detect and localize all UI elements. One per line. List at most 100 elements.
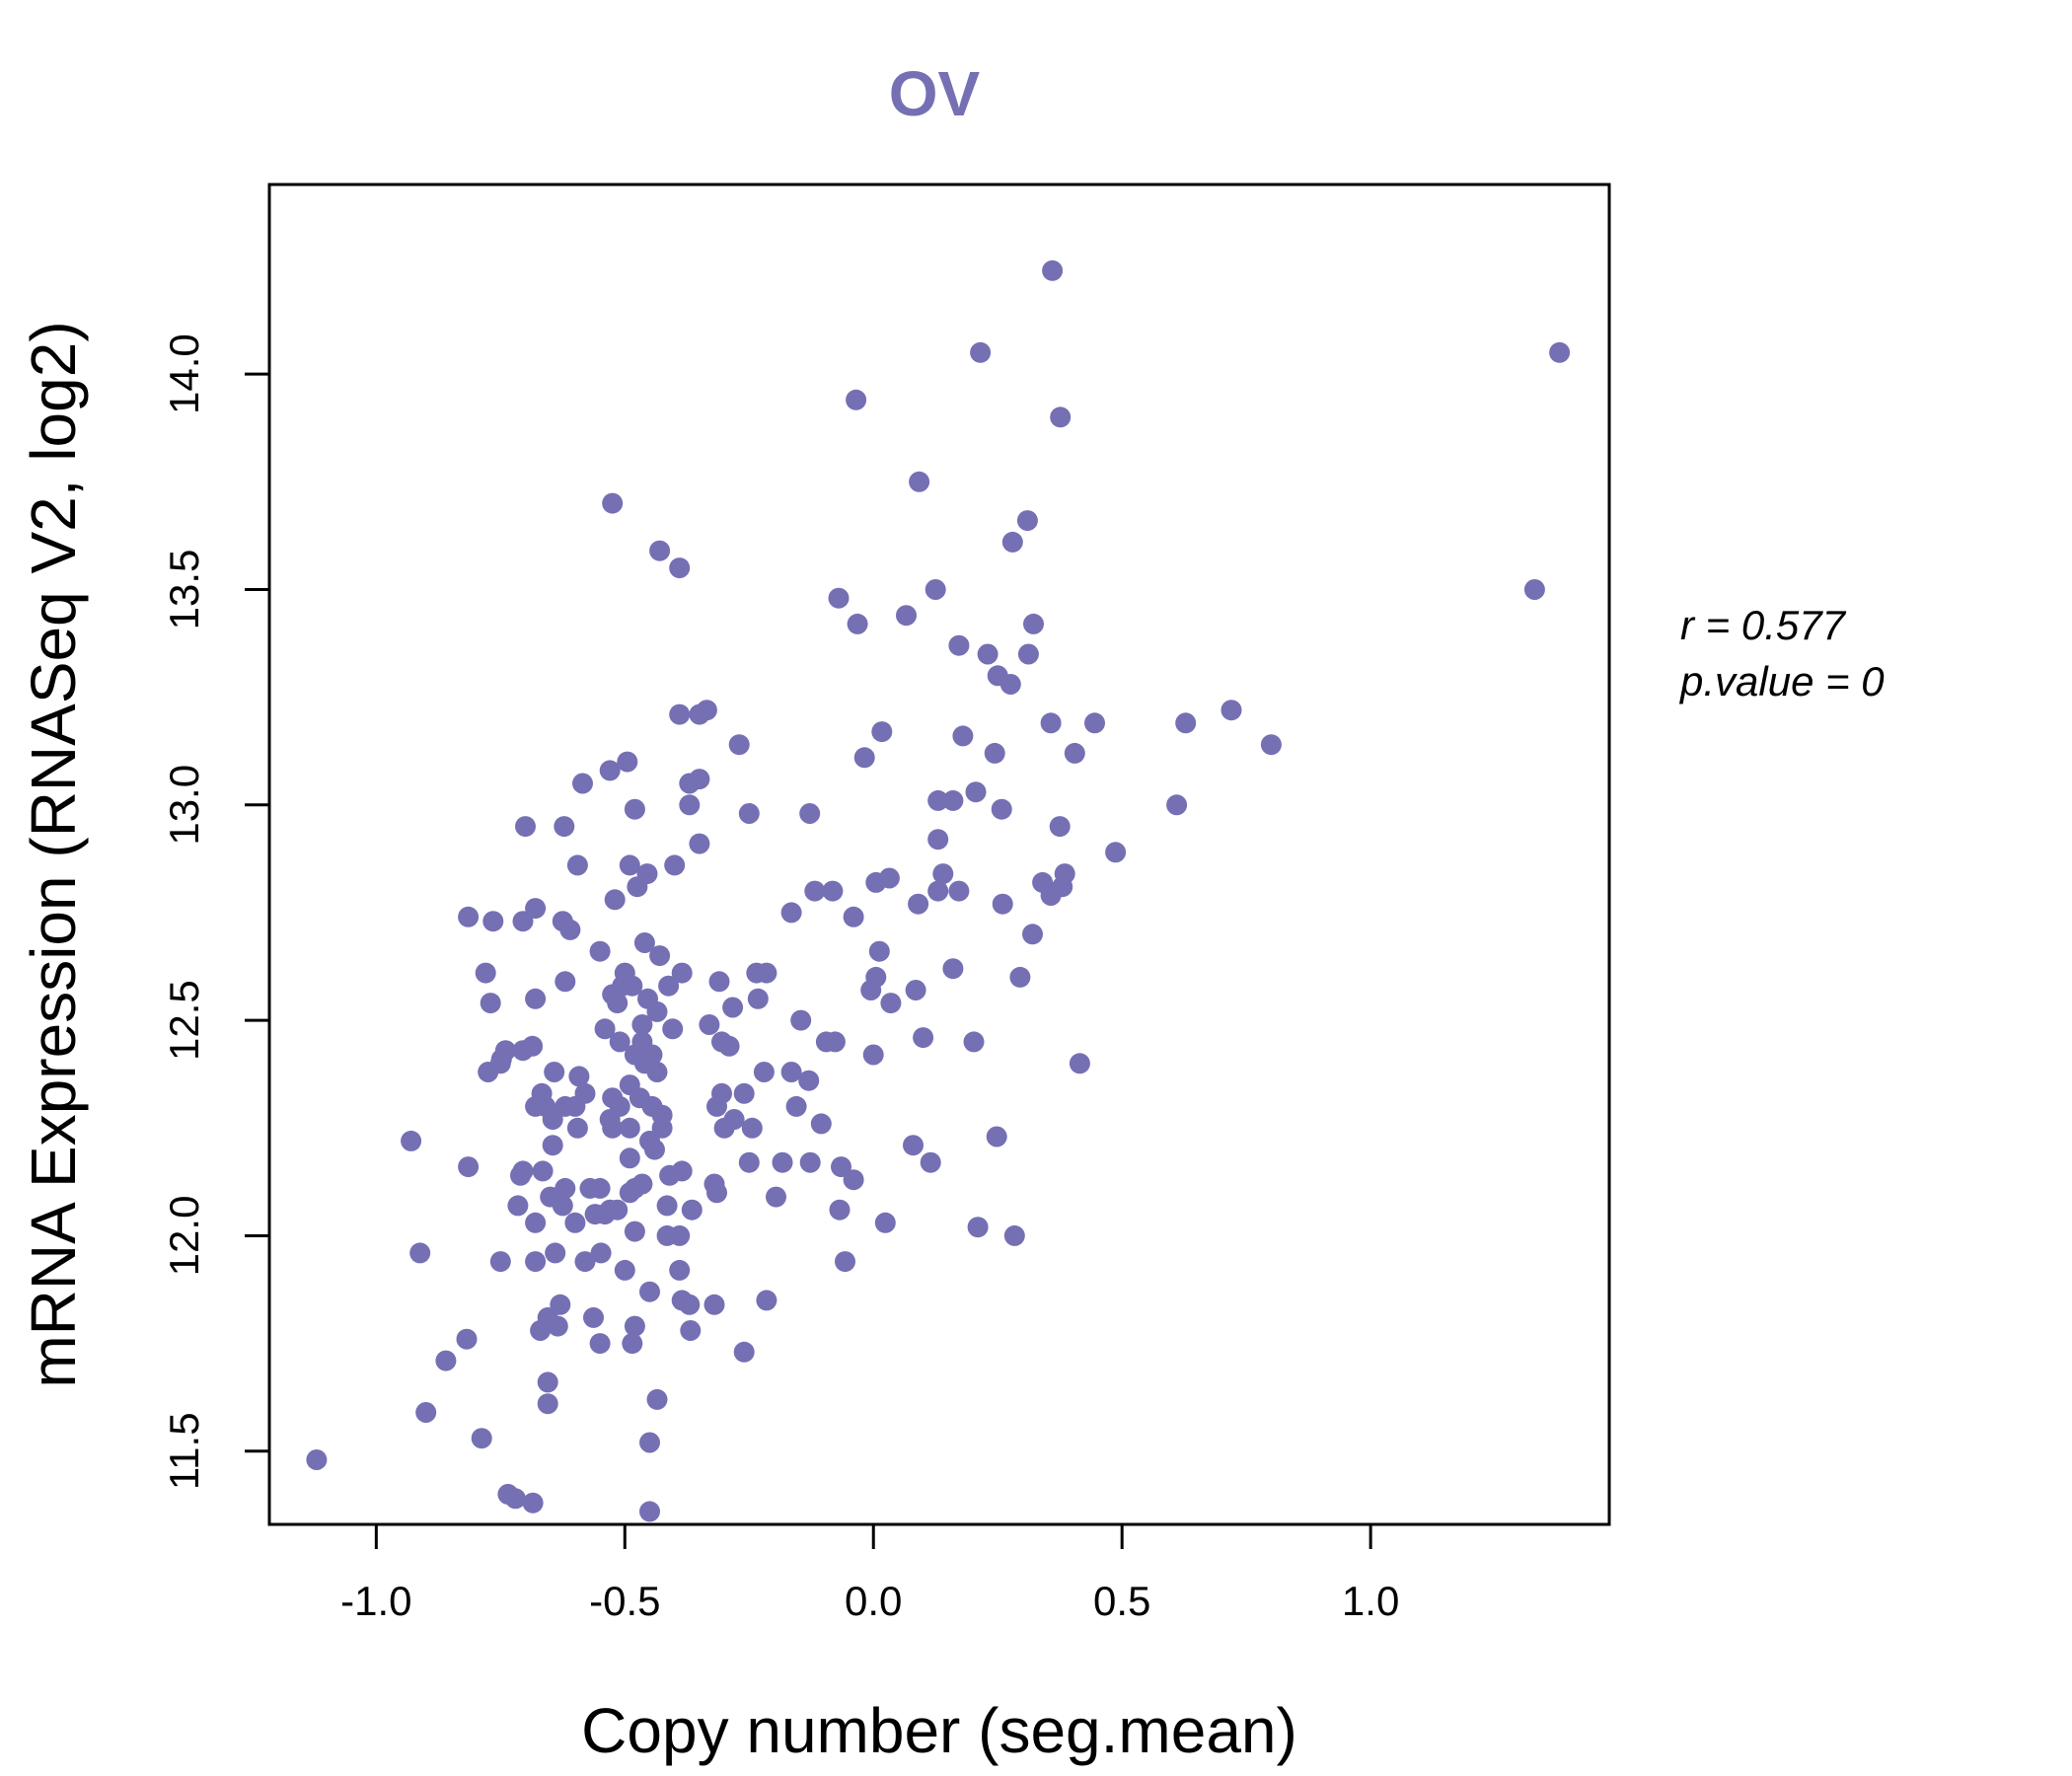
data-point <box>525 1251 547 1273</box>
data-point <box>967 1217 989 1238</box>
data-point <box>671 1160 693 1182</box>
data-point <box>920 1151 941 1173</box>
data-point <box>708 971 730 993</box>
data-point <box>456 1328 478 1350</box>
data-point <box>409 1242 431 1264</box>
data-point <box>738 1151 760 1173</box>
data-point <box>619 854 640 876</box>
data-point <box>624 1315 645 1337</box>
data-point <box>733 1082 755 1104</box>
data-point <box>512 911 534 932</box>
data-point <box>680 1320 702 1341</box>
data-point <box>1023 613 1044 634</box>
data-point <box>829 1199 851 1221</box>
data-point <box>847 613 868 634</box>
data-point <box>602 492 624 514</box>
data-point <box>658 975 680 997</box>
data-point <box>646 1000 668 1022</box>
data-point <box>568 1066 590 1087</box>
data-point <box>984 742 1005 764</box>
data-point <box>641 1044 663 1066</box>
data-point <box>977 643 999 665</box>
y-tick-label: 12.0 <box>161 1196 207 1277</box>
data-point <box>639 1501 660 1522</box>
y-axis-label: mRNA Expression (RNASeq V2, log2) <box>18 321 89 1387</box>
data-point <box>798 1070 820 1091</box>
data-point <box>489 1251 511 1273</box>
data-point <box>741 1117 763 1139</box>
data-point <box>1022 924 1043 945</box>
data-point <box>868 940 890 962</box>
data-point <box>756 1290 777 1311</box>
plot-frame <box>267 183 1611 1526</box>
data-point <box>649 945 671 967</box>
data-point <box>544 1062 565 1082</box>
data-point <box>564 1212 586 1233</box>
data-point <box>646 1062 668 1082</box>
y-tick-label: 13.0 <box>161 765 207 846</box>
data-point <box>689 703 710 725</box>
data-point <box>927 789 949 811</box>
data-point <box>822 880 844 902</box>
data-point <box>679 794 701 816</box>
data-point <box>609 1031 630 1053</box>
x-tick-label: -0.5 <box>589 1578 660 1624</box>
data-point <box>713 1117 735 1139</box>
data-point <box>699 1014 720 1035</box>
data-point <box>482 911 504 932</box>
data-point <box>507 1195 529 1217</box>
data-point <box>1009 966 1031 988</box>
data-point <box>545 1242 566 1264</box>
data-point <box>651 1117 673 1139</box>
data-point <box>824 1031 846 1053</box>
data-point <box>952 725 974 747</box>
data-point <box>772 1151 793 1173</box>
data-point <box>480 993 501 1014</box>
data-point <box>932 863 954 885</box>
y-tick-label: 14.0 <box>161 333 207 414</box>
data-point <box>664 854 686 876</box>
data-point <box>617 751 638 773</box>
data-point <box>1260 734 1282 756</box>
data-point <box>589 1333 611 1355</box>
data-point <box>942 958 964 980</box>
data-point <box>555 971 576 993</box>
data-point <box>478 1062 499 1082</box>
data-point <box>1049 816 1071 838</box>
data-point <box>843 1169 864 1191</box>
data-point <box>862 1044 884 1066</box>
data-point <box>679 773 701 794</box>
data-point <box>515 816 536 838</box>
data-point <box>614 1259 635 1281</box>
data-point <box>718 1035 740 1057</box>
data-point <box>572 773 593 794</box>
data-point <box>1064 742 1085 764</box>
data-point <box>689 833 710 854</box>
data-point <box>831 1156 851 1178</box>
data-point <box>871 721 893 743</box>
data-point <box>828 587 850 609</box>
data-point <box>799 1151 821 1173</box>
data-point <box>631 1014 653 1035</box>
data-point <box>948 634 970 656</box>
data-point <box>706 1095 727 1117</box>
data-point <box>525 898 547 920</box>
data-point <box>542 1135 563 1156</box>
y-tick-label: 11.5 <box>161 1412 207 1490</box>
data-point <box>799 803 821 824</box>
y-tick-label: 13.5 <box>161 550 207 630</box>
data-point <box>401 1130 422 1151</box>
data-point <box>552 1195 573 1217</box>
data-point <box>1069 1053 1090 1074</box>
data-point <box>679 1294 701 1315</box>
data-point <box>669 557 691 579</box>
data-point <box>804 880 826 902</box>
data-point <box>874 1212 896 1233</box>
data-point <box>619 1147 640 1169</box>
data-point <box>790 1009 812 1031</box>
data-point <box>722 997 744 1018</box>
data-point <box>1042 259 1064 281</box>
data-point <box>942 789 964 811</box>
data-point <box>669 703 691 725</box>
